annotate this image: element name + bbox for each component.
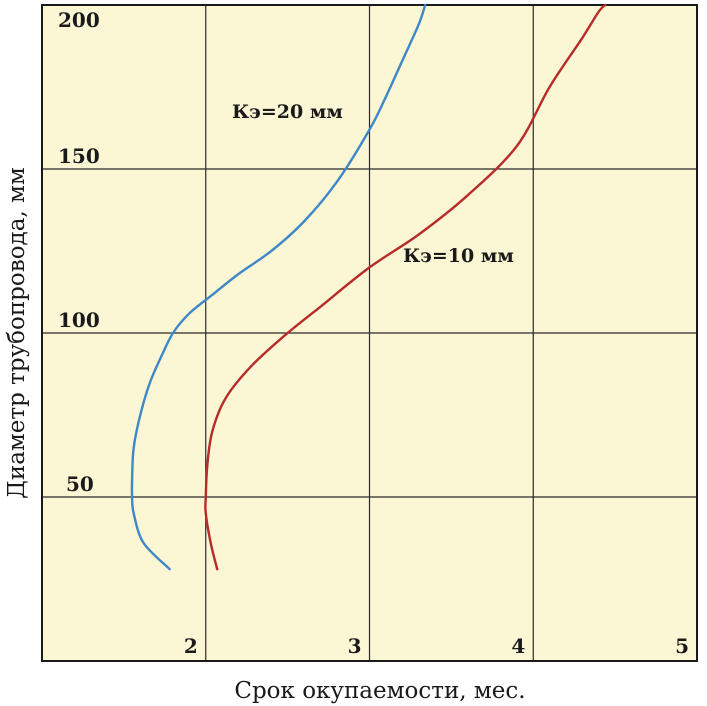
series-line-0 bbox=[130, 3, 427, 571]
y-axis-title: Диаметр трубопровода, мм bbox=[4, 167, 30, 499]
series-label-10mm: Кэ=10 мм bbox=[403, 245, 514, 267]
x-tick-label-3: 5 bbox=[675, 634, 689, 658]
x-tick-label-2: 4 bbox=[511, 634, 525, 658]
plot-border bbox=[41, 4, 698, 662]
x-tick-label-0: 2 bbox=[184, 634, 198, 658]
y-tick-label-3: 200 bbox=[58, 8, 100, 32]
series-group bbox=[130, 3, 607, 571]
grid-lines bbox=[42, 5, 697, 661]
series-line-1 bbox=[204, 3, 607, 571]
x-tick-label-1: 3 bbox=[348, 634, 362, 658]
series-label-20mm: Кэ=20 мм bbox=[232, 101, 343, 123]
x-axis-title: Срок окупаемости, мес. bbox=[234, 678, 525, 704]
tick-labels: 2 3 4 5 50 100 150 200 bbox=[58, 8, 689, 658]
y-tick-label-0: 50 bbox=[66, 472, 94, 496]
y-tick-label-1: 100 bbox=[58, 308, 100, 332]
y-tick-label-2: 150 bbox=[58, 144, 100, 168]
